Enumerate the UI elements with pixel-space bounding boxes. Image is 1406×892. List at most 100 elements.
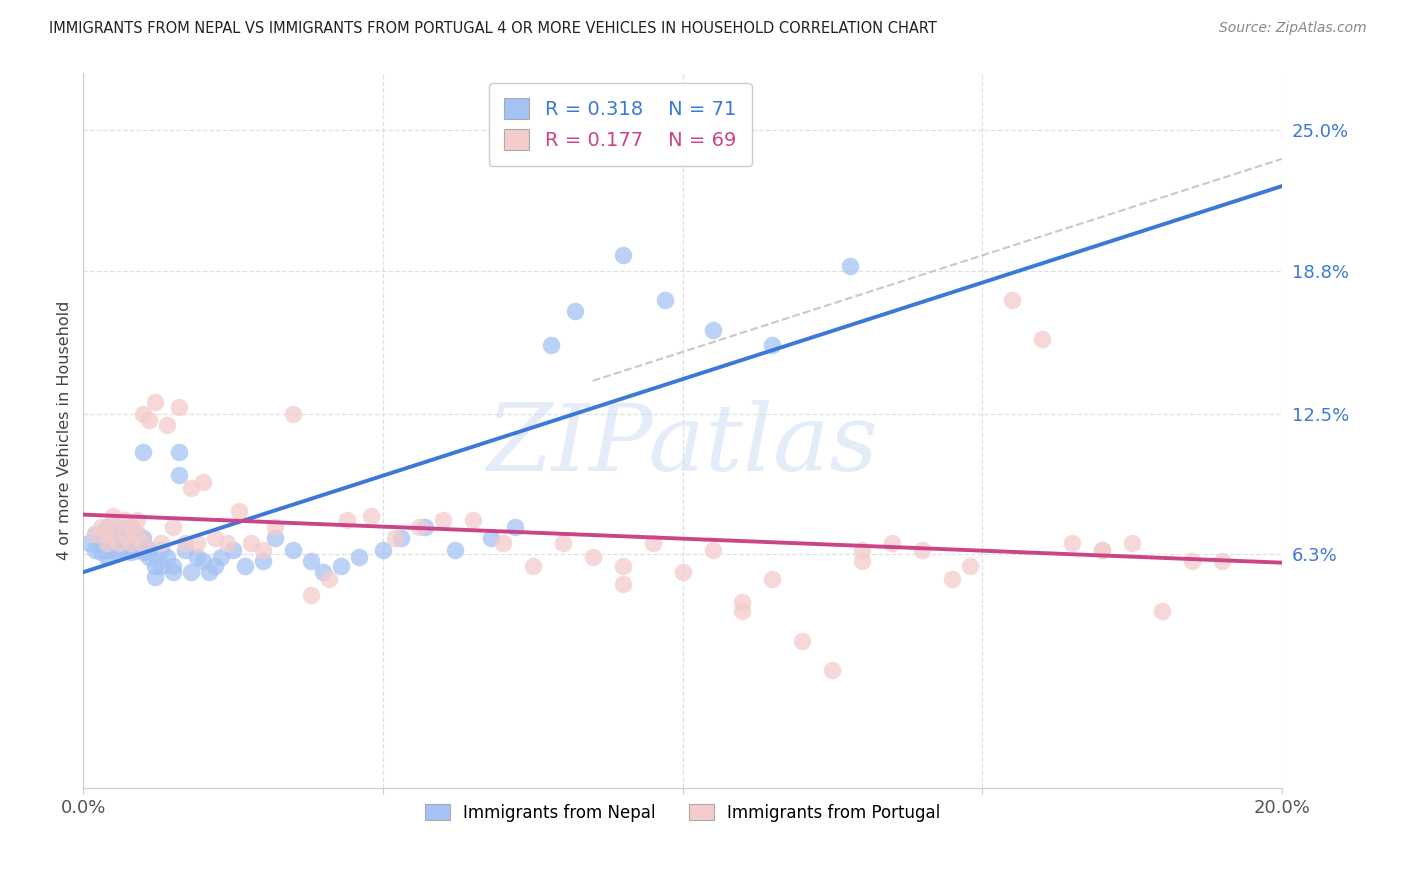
Point [108,545,131,559]
Point [114,527,136,541]
Point [143,395,166,409]
Point [90,538,112,552]
Point [114,536,136,550]
Y-axis label: 4 or more Vehicles in Household: 4 or more Vehicles in Household [58,301,72,560]
Point [127,536,149,550]
Point [132,536,155,550]
Point [127,527,149,541]
Point [90,520,112,534]
Point [821,663,844,677]
Point [264,520,287,534]
Point [191,554,214,568]
Point [233,558,256,573]
Point [96,542,118,557]
Legend: Immigrants from Nepal, Immigrants from Portugal: Immigrants from Nepal, Immigrants from P… [416,796,949,830]
Point [120,520,142,534]
Point [1062,536,1084,550]
Point [108,520,131,534]
Point [191,475,214,489]
Point [84,527,107,541]
Point [120,520,142,534]
Point [174,542,197,557]
Point [281,542,304,557]
Point [551,536,574,550]
Point [180,566,202,580]
Point [138,549,160,564]
Point [761,572,783,586]
Point [132,532,155,546]
Point [84,527,107,541]
Point [299,554,322,568]
Point [336,513,359,527]
Point [540,338,562,352]
Point [174,536,197,550]
Point [839,259,862,273]
Point [108,536,131,550]
Point [138,413,160,427]
Point [150,542,173,557]
Point [217,536,239,550]
Point [702,542,724,557]
Point [461,513,484,527]
Point [444,542,467,557]
Point [127,542,149,557]
Point [167,467,190,482]
Point [132,545,155,559]
Point [120,536,142,550]
Point [318,572,340,586]
Point [360,508,382,523]
Point [90,545,112,559]
Point [1211,554,1233,568]
Point [702,322,724,336]
Point [264,532,287,546]
Point [612,558,634,573]
Point [162,558,184,573]
Point [240,536,263,550]
Point [103,542,125,557]
Point [114,532,136,546]
Point [522,558,544,573]
Point [96,520,118,534]
Point [1091,542,1114,557]
Point [186,549,208,564]
Point [103,536,125,550]
Point [132,445,155,459]
Point [432,513,454,527]
Point [851,554,873,568]
Point [312,566,335,580]
Point [911,542,934,557]
Point [612,577,634,591]
Point [156,549,179,564]
Point [114,527,136,541]
Point [209,549,232,564]
Point [108,538,131,552]
Point [612,247,634,261]
Point [1001,293,1024,307]
Point [79,536,101,550]
Point [941,572,963,586]
Point [1091,542,1114,557]
Point [654,293,676,307]
Point [127,527,149,541]
Text: ZIPatlas: ZIPatlas [486,400,879,490]
Point [120,536,142,550]
Point [389,532,412,546]
Point [384,532,406,546]
Point [228,504,250,518]
Point [162,520,184,534]
Point [114,542,136,557]
Point [641,536,664,550]
Point [959,558,981,573]
Point [162,566,184,580]
Point [143,558,166,573]
Point [408,520,430,534]
Point [252,554,274,568]
Point [167,400,190,414]
Point [138,542,160,557]
Point [671,566,693,580]
Text: Source: ZipAtlas.com: Source: ZipAtlas.com [1219,21,1367,35]
Point [180,482,202,496]
Point [492,536,515,550]
Point [731,604,754,618]
Point [371,542,394,557]
